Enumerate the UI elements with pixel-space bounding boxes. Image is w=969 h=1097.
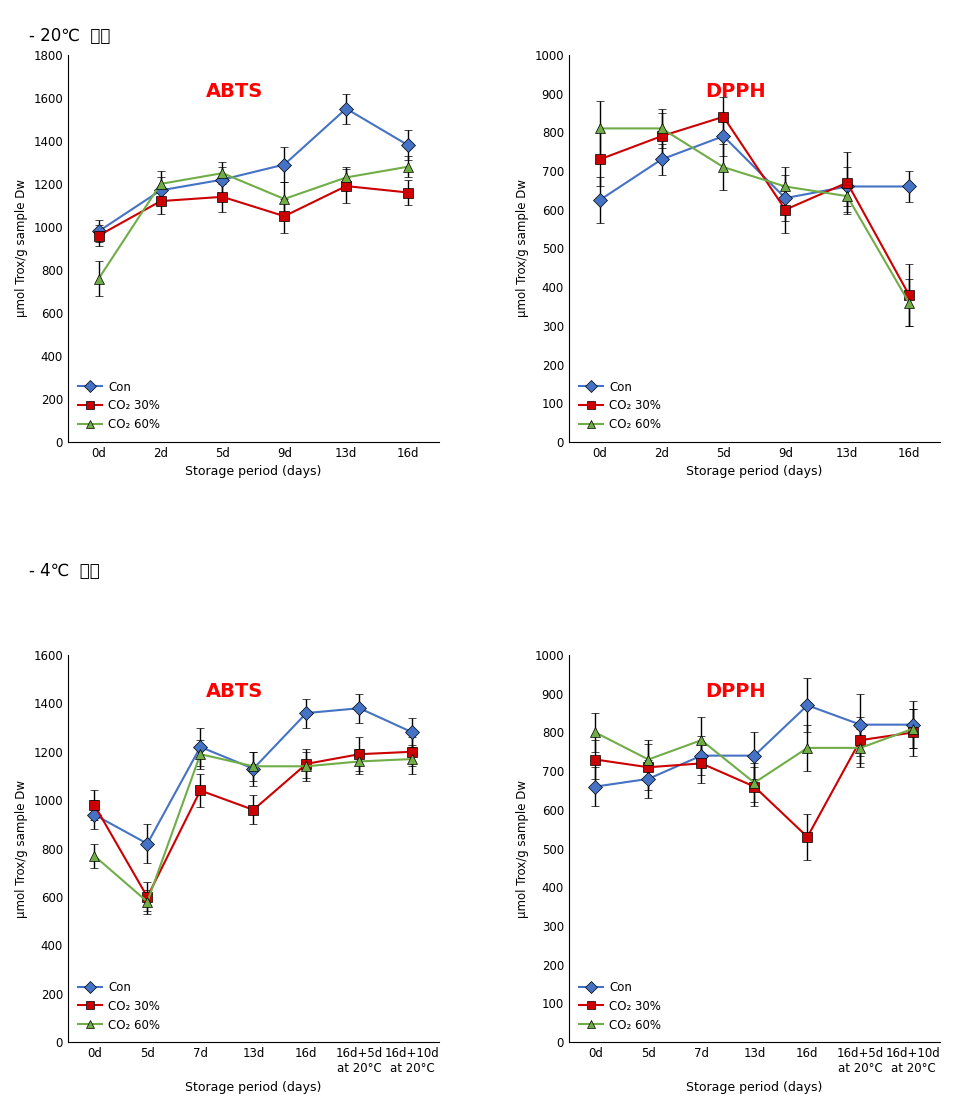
Text: ABTS: ABTS bbox=[206, 82, 264, 101]
X-axis label: Storage period (days): Storage period (days) bbox=[686, 465, 823, 478]
Legend: Con, CO₂ 30%, CO₂ 60%: Con, CO₂ 30%, CO₂ 60% bbox=[74, 976, 165, 1037]
Y-axis label: μmol Trox/g sample Dw: μmol Trox/g sample Dw bbox=[516, 780, 529, 917]
Text: ABTS: ABTS bbox=[206, 682, 264, 701]
X-axis label: Storage period (days): Storage period (days) bbox=[686, 1081, 823, 1094]
Text: - 4℃  저장: - 4℃ 저장 bbox=[29, 562, 100, 579]
Legend: Con, CO₂ 30%, CO₂ 60%: Con, CO₂ 30%, CO₂ 60% bbox=[74, 376, 165, 437]
X-axis label: Storage period (days): Storage period (days) bbox=[185, 1081, 322, 1094]
Y-axis label: μmol Trox/g sample Dw: μmol Trox/g sample Dw bbox=[15, 780, 28, 917]
Legend: Con, CO₂ 30%, CO₂ 60%: Con, CO₂ 30%, CO₂ 60% bbox=[575, 976, 666, 1037]
Text: - 20℃  저장: - 20℃ 저장 bbox=[29, 27, 110, 45]
Legend: Con, CO₂ 30%, CO₂ 60%: Con, CO₂ 30%, CO₂ 60% bbox=[575, 376, 666, 437]
Y-axis label: μmol Trox/g sample Dw: μmol Trox/g sample Dw bbox=[15, 180, 28, 317]
Text: DPPH: DPPH bbox=[705, 82, 766, 101]
Text: DPPH: DPPH bbox=[705, 682, 766, 701]
Y-axis label: μmol Trox/g sample Dw: μmol Trox/g sample Dw bbox=[516, 180, 529, 317]
X-axis label: Storage period (days): Storage period (days) bbox=[185, 465, 322, 478]
